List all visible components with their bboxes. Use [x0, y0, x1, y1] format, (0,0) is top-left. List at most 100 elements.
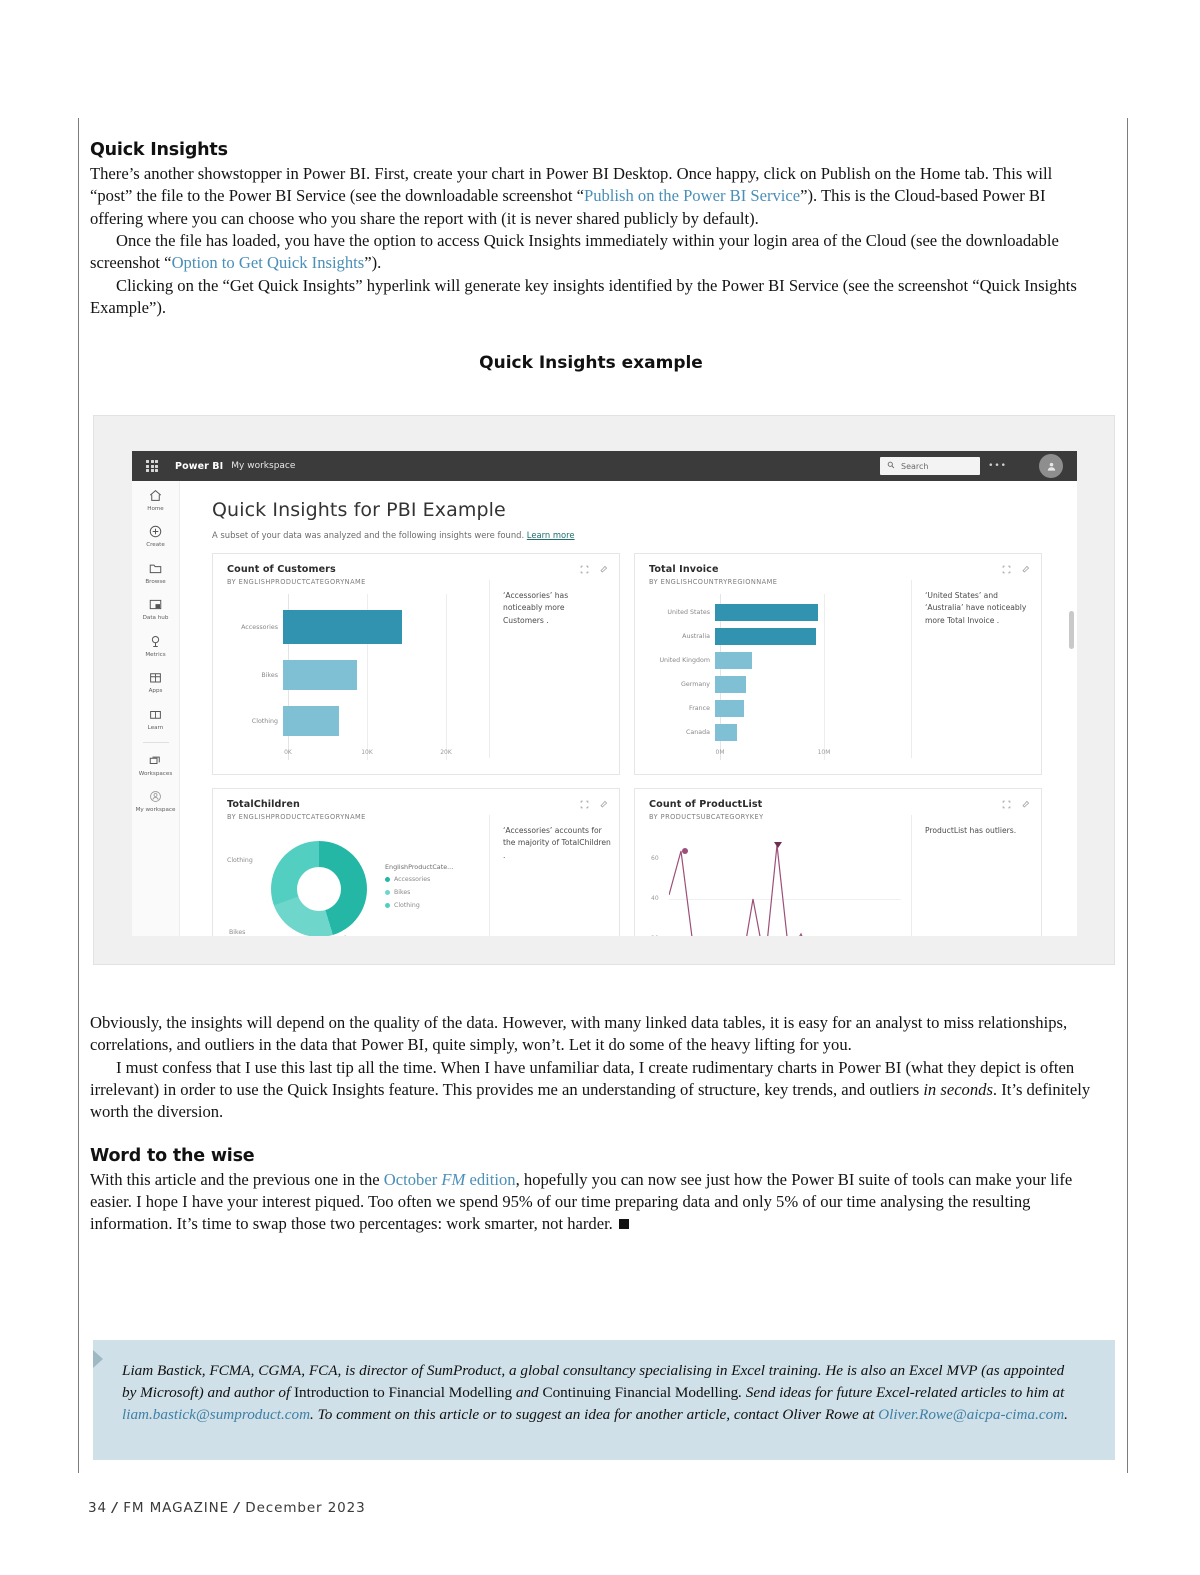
pin-icon[interactable]	[1021, 800, 1030, 809]
legend-swatch	[385, 877, 390, 882]
bar-track	[715, 676, 901, 693]
sidebar-item-my-workspace[interactable]: My workspace	[132, 788, 179, 813]
legend-label: Clothing	[394, 902, 420, 909]
workspaces-icon	[147, 752, 164, 769]
insight-card-total-invoice[interactable]: Total Invoice BY ENGLISHCOUNTRYREGIONNAM…	[634, 553, 1042, 775]
bar-row: Bikes	[227, 660, 479, 690]
card-tools	[580, 800, 608, 809]
paragraph-5-text: I must confess that I use this last tip …	[90, 1057, 1075, 1099]
sidebar-item-home[interactable]: Home	[132, 487, 179, 512]
bar-value	[283, 706, 339, 736]
search-placeholder: Search	[901, 461, 929, 471]
bar-row: Australia	[649, 628, 901, 645]
bar-row: France	[649, 700, 901, 717]
x-tick: 20K	[440, 749, 452, 756]
sidebar-item-browse[interactable]: Browse	[132, 560, 179, 585]
sidebar-item-workspaces[interactable]: Workspaces	[132, 752, 179, 777]
my-workspace-icon	[147, 788, 164, 805]
section-heading-quick-insights: Quick Insights	[90, 140, 228, 160]
power-bi-brand[interactable]: Power BI	[175, 460, 224, 472]
pin-icon[interactable]	[599, 800, 608, 809]
bar-label: United Kingdom	[659, 657, 710, 664]
card-divider	[489, 815, 490, 936]
line-chart-count-of-productlist: 60 40 20	[649, 833, 901, 936]
legend-item[interactable]: Accessories	[385, 876, 453, 883]
sidebar-item-create[interactable]: Create	[132, 523, 179, 548]
bar-track	[715, 604, 901, 621]
sidebar-item-learn[interactable]: Learn	[132, 706, 179, 731]
sidebar-label-my-workspace: My workspace	[135, 807, 176, 814]
bar-label: Canada	[686, 729, 710, 736]
breadcrumb-workspace[interactable]: My workspace	[231, 461, 296, 471]
home-icon	[147, 487, 164, 504]
bar-label: France	[689, 705, 710, 712]
card-subtitle: BY PRODUCTSUBCATEGORYKEY	[649, 813, 764, 821]
legend-item[interactable]: Bikes	[385, 889, 453, 896]
link-october-fm-edition[interactable]: October FM edition	[384, 1170, 516, 1189]
card-tools	[1002, 565, 1030, 574]
bar-row: United Kingdom	[649, 652, 901, 669]
donut-callout-bikes: Bikes	[229, 929, 246, 936]
bar-track	[283, 706, 479, 736]
bar-chart-total-invoice: United States Australia United Kingdom	[649, 594, 901, 760]
card-tools	[1002, 800, 1030, 809]
bar-track	[283, 610, 479, 644]
bar-value	[283, 610, 402, 644]
card-subtitle: BY ENGLISHCOUNTRYREGIONNAME	[649, 578, 778, 586]
sidebar-label-data-hub: Data hub	[142, 615, 169, 622]
donut-callout-clothing: Clothing	[227, 857, 253, 864]
bar-track	[715, 652, 901, 669]
card-subtitle: BY ENGLISHPRODUCTCATEGORYNAME	[227, 578, 366, 586]
legend-title: EnglishProductCate...	[385, 863, 454, 871]
card-title: Total Invoice	[649, 564, 719, 575]
learn-more-link[interactable]: Learn more	[526, 530, 575, 540]
bar-track	[715, 724, 901, 741]
bar-value	[715, 700, 744, 717]
search-input[interactable]: Search	[880, 457, 980, 475]
focus-mode-icon[interactable]	[580, 565, 589, 574]
gridline-10m	[824, 594, 825, 760]
card-header: Count of ProductList BY PRODUCTSUBCATEGO…	[649, 799, 764, 821]
bar-label: United States	[667, 609, 710, 616]
bar-value	[715, 676, 746, 693]
paragraph-5-emphasis: in seconds	[923, 1079, 993, 1099]
power-bi-sidebar: Home Create Browse Data hub Metrics	[132, 481, 180, 936]
app-launcher-icon[interactable]	[146, 460, 158, 472]
paragraph-1-text: There’s another showstopper in Power BI.…	[90, 164, 1053, 206]
user-avatar-icon[interactable]	[1039, 454, 1063, 478]
email-link-liam[interactable]: liam.bastick@sumproduct.com	[122, 1406, 311, 1424]
card-divider	[911, 815, 912, 936]
sidebar-item-apps[interactable]: Apps	[132, 669, 179, 694]
book-title-2: Continuing Financial Modelling	[542, 1384, 739, 1402]
bar-track	[715, 700, 901, 717]
insight-card-grid: Count of Customers BY ENGLISHPRODUCTCATE…	[212, 553, 1042, 936]
email-link-oliver[interactable]: Oliver.Rowe@aicpa-cima.com	[878, 1406, 1065, 1424]
pin-icon[interactable]	[1021, 565, 1030, 574]
bar-value	[715, 604, 818, 621]
author-line-c: . To comment on this article or to sugge…	[310, 1406, 879, 1424]
insight-card-count-of-customers[interactable]: Count of Customers BY ENGLISHPRODUCTCATE…	[212, 553, 620, 775]
link-publish-on-power-bi-service[interactable]: Publish on the Power BI Service	[583, 186, 801, 206]
ellipsis-icon[interactable]: •••	[988, 461, 1007, 471]
legend-label: Bikes	[394, 889, 411, 896]
book-icon	[147, 706, 164, 723]
sidebar-item-data-hub[interactable]: Data hub	[132, 596, 179, 621]
metrics-icon	[147, 633, 164, 650]
focus-mode-icon[interactable]	[1002, 800, 1011, 809]
pin-icon[interactable]	[599, 565, 608, 574]
link-option-to-get-quick-insights[interactable]: Option to Get Quick Insights	[171, 253, 365, 273]
x-tick: 10M	[817, 749, 831, 756]
footer-separator-1: /	[112, 1500, 119, 1516]
sidebar-item-metrics[interactable]: Metrics	[132, 633, 179, 658]
insights-page-title: Quick Insights for PBI Example	[212, 499, 506, 521]
insight-card-totalchildren[interactable]: TotalChildren BY ENGLISHPRODUCTCATEGORYN…	[212, 788, 620, 936]
focus-mode-icon[interactable]	[580, 800, 589, 809]
canvas-scrollbar-thumb[interactable]	[1069, 611, 1074, 649]
focus-mode-icon[interactable]	[1002, 565, 1011, 574]
insight-text: ‘Accessories’ has noticeably more Custom…	[503, 591, 569, 625]
bar-value	[715, 628, 816, 645]
x-axis-ticks: 0K 10K 20K	[227, 749, 479, 761]
legend-item[interactable]: Clothing	[385, 902, 453, 909]
insight-card-count-of-productlist[interactable]: Count of ProductList BY PRODUCTSUBCATEGO…	[634, 788, 1042, 936]
search-icon	[887, 461, 895, 471]
